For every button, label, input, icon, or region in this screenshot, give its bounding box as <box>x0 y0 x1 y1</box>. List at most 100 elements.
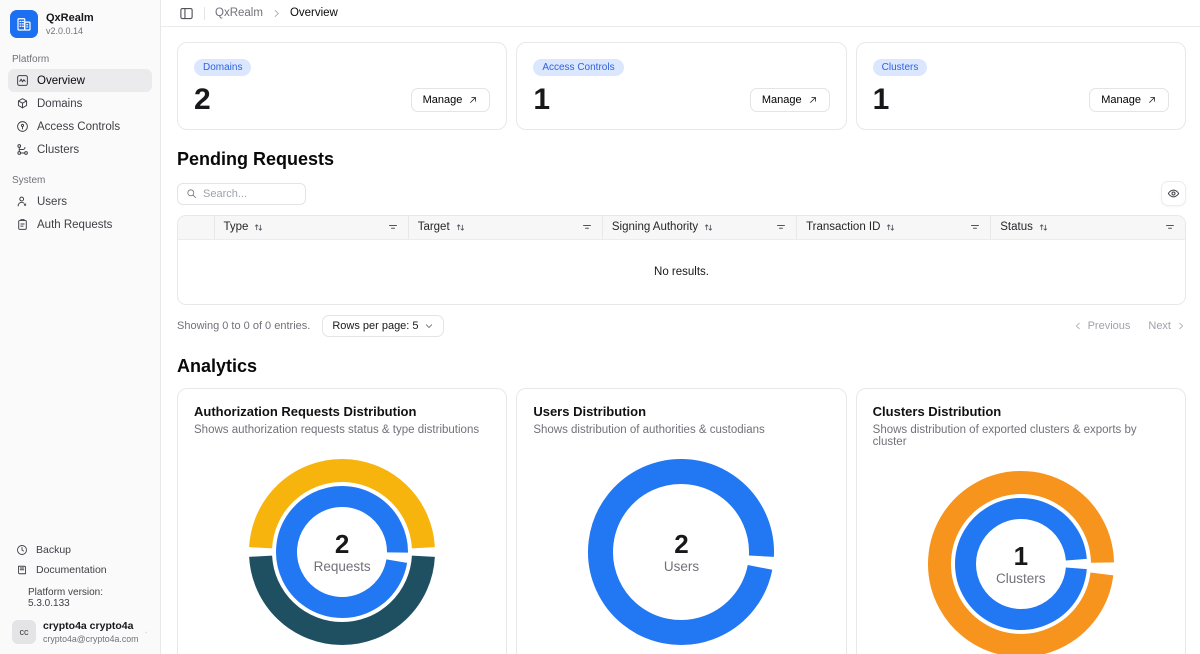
app-logo-row: QxRealm v2.0.0.14 <box>8 8 152 40</box>
column-header-target[interactable]: Target <box>408 216 603 240</box>
manage-button-label: Manage <box>422 94 463 106</box>
pending-requests-table: Type Target <box>177 215 1186 305</box>
app-name: QxRealm <box>46 12 94 25</box>
donut-chart-wrap: 2 Users <box>586 457 776 647</box>
chart-subtitle: Shows distribution of exported clusters … <box>872 424 1137 448</box>
donut-chart <box>588 459 775 645</box>
arrow-up-right-icon <box>1147 95 1157 105</box>
sort-icon[interactable] <box>455 222 466 233</box>
chart-subtitle: Shows authorization requests status & ty… <box>194 424 480 436</box>
chevron-right-icon <box>271 8 282 19</box>
documentation-icon <box>16 564 28 576</box>
sort-icon[interactable] <box>1038 222 1049 233</box>
chart-title: Users Distribution <box>533 404 647 419</box>
chart-card-authorization-requests: Authorization Requests Distribution Show… <box>177 388 508 654</box>
sidebar-item-label: Backup <box>36 544 72 556</box>
sidebar-item-label: Auth Requests <box>37 218 113 231</box>
pagination: Previous Next <box>1073 320 1186 332</box>
column-header-status[interactable]: Status <box>990 216 1185 240</box>
stat-card-access-controls: Access Controls 1 Manage <box>516 42 847 130</box>
chart-subtitle: Shows distribution of authorities & cust… <box>533 424 765 436</box>
sidebar-item-label: Clusters <box>37 143 80 156</box>
manage-domains-button[interactable]: Manage <box>410 88 491 112</box>
sidebar-item-backup[interactable]: Backup <box>8 540 152 560</box>
sidebar-item-label: Access Controls <box>37 120 121 133</box>
filter-icon[interactable] <box>775 221 787 233</box>
sidebar-item-access-controls[interactable]: Access Controls <box>8 115 152 138</box>
next-page-button[interactable]: Next <box>1148 320 1186 332</box>
column-header-transaction-id[interactable]: Transaction ID <box>796 216 992 240</box>
user-menu[interactable]: cc crypto4a crypto4a crypto4a@crypto4a.c… <box>8 615 152 646</box>
manage-button-label: Manage <box>1101 94 1141 106</box>
arrow-up-right-icon <box>808 95 818 105</box>
breadcrumb-root[interactable]: QxRealm <box>215 7 263 19</box>
sidebar-item-overview[interactable]: Overview <box>8 69 152 92</box>
rows-per-page-label: Rows per page: 5 <box>332 320 419 332</box>
search-input[interactable] <box>203 187 297 200</box>
chevron-down-icon <box>424 321 434 331</box>
status-badge: Access Controls <box>533 59 624 76</box>
user-name: crypto4a crypto4a <box>43 620 134 633</box>
manage-clusters-button[interactable]: Manage <box>1089 88 1169 112</box>
table-footer: Showing 0 to 0 of 0 entries. Rows per pa… <box>177 315 1186 337</box>
previous-label: Previous <box>1087 320 1131 332</box>
previous-page-button[interactable]: Previous <box>1073 320 1131 332</box>
analytics-title: Analytics <box>177 356 258 376</box>
status-badge: Clusters <box>872 59 928 76</box>
sidebar-item-domains[interactable]: Domains <box>8 92 152 115</box>
table-toolbar <box>177 181 1186 206</box>
rows-per-page-select[interactable]: Rows per page: 5 <box>322 315 444 337</box>
column-header-type[interactable]: Type <box>214 216 409 240</box>
sort-icon[interactable] <box>703 222 714 233</box>
table-header-row: Type Target <box>178 216 1185 240</box>
select-column-header <box>178 216 215 240</box>
sort-icon[interactable] <box>253 222 264 233</box>
chevrons-up-down-icon <box>145 627 148 638</box>
sort-icon[interactable] <box>885 222 896 233</box>
sidebar: QxRealm v2.0.0.14 Platform Overview Doma… <box>0 0 161 654</box>
filter-icon[interactable] <box>1164 221 1176 233</box>
column-label: Status <box>1000 221 1033 234</box>
main-area: QxRealm Overview Domains 2 Manage <box>161 0 1200 654</box>
arrow-up-right-icon <box>468 95 478 105</box>
sidebar-item-auth-requests[interactable]: Auth Requests <box>8 213 152 236</box>
manage-button-label: Manage <box>761 94 802 106</box>
sidebar-footer: Backup Documentation Platform version: 5… <box>8 540 152 646</box>
column-label: Target <box>417 221 450 234</box>
manage-access-controls-button[interactable]: Manage <box>749 88 830 112</box>
stat-cards-row: Domains 2 Manage Access Controls 1 Manag… <box>177 42 1186 130</box>
user-email: crypto4a@crypto4a.com <box>43 633 139 644</box>
sidebar-toggle-icon[interactable] <box>179 6 194 21</box>
sidebar-item-documentation[interactable]: Documentation <box>8 560 152 580</box>
app-title-block: QxRealm v2.0.0.14 <box>46 12 94 35</box>
clusters-icon <box>16 143 29 156</box>
donut-chart-wrap: 1 Clusters <box>926 469 1116 654</box>
sidebar-item-users[interactable]: Users <box>8 190 152 213</box>
platform-version-text: Platform version: 5.3.0.133 <box>28 587 104 609</box>
column-header-signing-authority[interactable]: Signing Authority <box>602 216 798 240</box>
chart-card-clusters: Clusters Distribution Shows distribution… <box>855 388 1186 654</box>
search-icon <box>186 188 197 199</box>
backup-icon <box>16 544 28 556</box>
topbar: QxRealm Overview <box>161 0 1200 27</box>
breadcrumb-current: Overview <box>289 7 338 19</box>
sidebar-item-label: Overview <box>37 74 85 87</box>
stat-card-clusters: Clusters 1 Manage <box>855 42 1186 130</box>
column-label: Signing Authority <box>611 221 699 234</box>
stat-card-domains: Domains 2 Manage <box>177 42 508 130</box>
filter-icon[interactable] <box>387 221 399 233</box>
sidebar-item-clusters[interactable]: Clusters <box>8 138 152 161</box>
empty-state-row: No results. <box>178 239 1185 304</box>
chart-title: Clusters Distribution <box>872 404 1002 419</box>
app-logo <box>10 10 38 38</box>
filter-icon[interactable] <box>581 221 593 233</box>
filter-icon[interactable] <box>969 221 981 233</box>
stat-value: 1 <box>533 83 551 116</box>
donut-segment-status-b <box>249 555 436 645</box>
chart-title: Authorization Requests Distribution <box>194 404 417 419</box>
column-visibility-button[interactable] <box>1161 181 1186 206</box>
topbar-divider <box>204 6 205 20</box>
app-version: v2.0.0.14 <box>46 25 84 36</box>
sidebar-item-label: Users <box>37 195 68 208</box>
